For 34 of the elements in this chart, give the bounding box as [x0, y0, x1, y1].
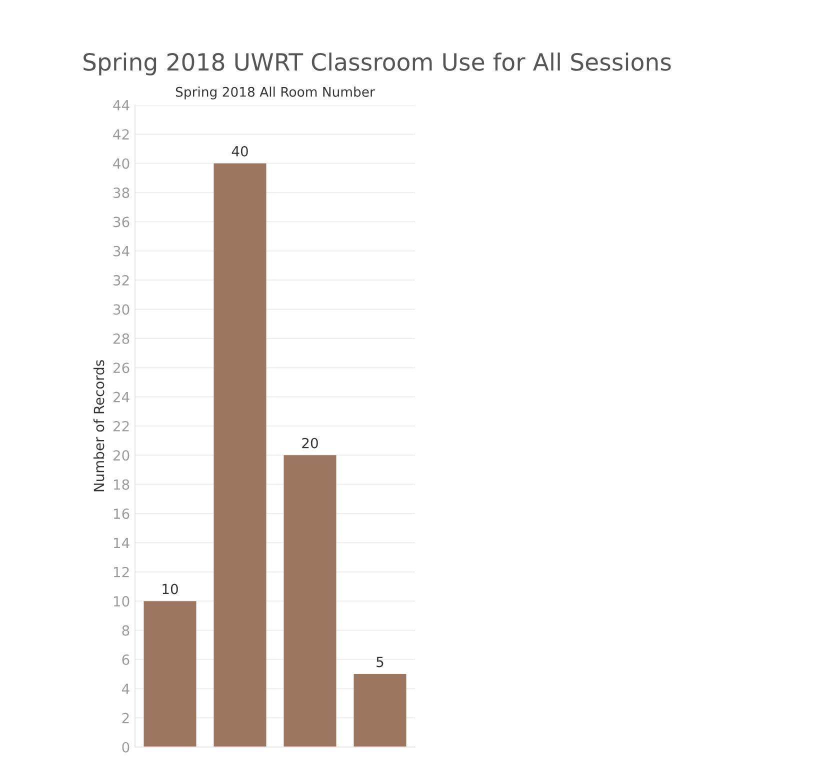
y-tick-label: 16: [114, 508, 130, 520]
y-tick-label: 30: [114, 304, 130, 315]
chart-title: Spring 2018 UWRT Classroom Use for All Sessions: [84, 52, 671, 76]
bar: [354, 674, 406, 747]
data-label: 40: [232, 146, 248, 157]
y-tick-label: 0: [122, 742, 130, 752]
y-tick-label: 18: [114, 479, 130, 490]
y-tick-label: 44: [113, 100, 130, 110]
y-tick-label: 4: [122, 684, 130, 694]
y-tick-label: 12: [114, 566, 129, 578]
y-tick-label: 32: [114, 275, 129, 286]
y-tick-label: 26: [113, 362, 130, 374]
data-label: 5: [376, 656, 384, 668]
y-tick-label: 28: [113, 333, 130, 344]
y-tick-label: 42: [113, 129, 129, 140]
y-tick-label: 24: [113, 392, 130, 402]
bar: [144, 601, 196, 747]
y-tick-label: 8: [122, 625, 130, 636]
bar: [284, 455, 336, 747]
data-label: 20: [302, 438, 318, 448]
bar: [214, 163, 266, 747]
y-tick-label: 36: [114, 216, 130, 228]
y-tick-label: 20: [113, 450, 130, 461]
y-tick-label: 38: [114, 188, 130, 198]
y-tick-label: 6: [122, 654, 130, 665]
data-label: 10: [162, 584, 178, 594]
y-tick-label: 40: [113, 158, 130, 169]
y-tick-label: 14: [114, 538, 130, 548]
chart-subtitle: Spring 2018 All Room Number: [176, 86, 375, 100]
y-axis-title: Number of Records: [93, 360, 104, 492]
y-tick-label: 22: [113, 420, 129, 432]
y-tick-label: 10: [114, 596, 130, 607]
y-tick-label: 34: [114, 246, 130, 256]
y-tick-label: 2: [122, 712, 129, 724]
